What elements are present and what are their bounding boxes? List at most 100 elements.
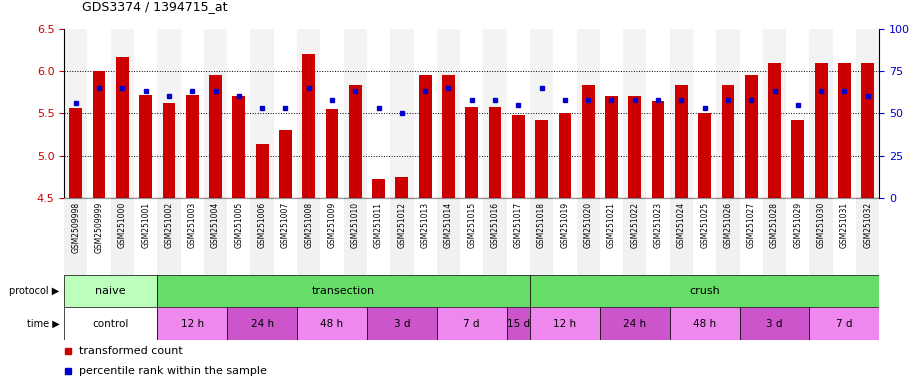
Text: GSM251017: GSM251017 xyxy=(514,202,523,248)
Bar xyxy=(769,63,781,198)
Bar xyxy=(507,29,530,198)
Bar xyxy=(70,108,82,198)
Bar xyxy=(297,198,321,275)
Bar xyxy=(204,198,227,275)
Bar xyxy=(763,198,786,275)
Text: GSM251021: GSM251021 xyxy=(607,202,616,248)
Bar xyxy=(111,198,134,275)
Bar xyxy=(297,307,367,340)
Text: GSM251001: GSM251001 xyxy=(141,202,150,248)
Bar xyxy=(274,29,297,198)
Bar xyxy=(180,29,204,198)
Bar xyxy=(647,198,670,275)
Bar xyxy=(186,95,199,198)
Bar xyxy=(111,29,134,198)
Bar xyxy=(530,29,553,198)
Text: GSM251016: GSM251016 xyxy=(491,202,499,248)
Text: GSM251011: GSM251011 xyxy=(374,202,383,248)
Text: GSM251012: GSM251012 xyxy=(398,202,407,248)
Bar xyxy=(158,307,227,340)
Bar xyxy=(116,57,129,198)
Text: 48 h: 48 h xyxy=(321,318,344,329)
Bar xyxy=(838,63,851,198)
Text: GSM251015: GSM251015 xyxy=(467,202,476,248)
Bar xyxy=(507,198,530,275)
Bar xyxy=(204,29,227,198)
Bar xyxy=(344,29,367,198)
Text: GSM251019: GSM251019 xyxy=(561,202,570,248)
Text: GSM251018: GSM251018 xyxy=(537,202,546,248)
Text: GSM251025: GSM251025 xyxy=(700,202,709,248)
Bar xyxy=(600,198,623,275)
Text: 24 h: 24 h xyxy=(623,318,647,329)
Text: GSM2509998: GSM2509998 xyxy=(71,202,81,253)
Bar xyxy=(180,198,204,275)
Bar xyxy=(856,29,879,198)
Bar xyxy=(321,29,344,198)
Bar xyxy=(274,198,297,275)
Bar xyxy=(233,96,245,198)
Bar xyxy=(722,85,735,198)
Bar xyxy=(87,198,111,275)
Bar xyxy=(390,198,413,275)
Bar xyxy=(698,113,711,198)
Bar xyxy=(810,29,833,198)
Text: 7 d: 7 d xyxy=(463,318,480,329)
Bar xyxy=(460,198,484,275)
Bar xyxy=(814,63,827,198)
Bar xyxy=(367,307,437,340)
Bar xyxy=(484,198,507,275)
Bar xyxy=(628,96,641,198)
Text: 24 h: 24 h xyxy=(251,318,274,329)
Text: percentile rank within the sample: percentile rank within the sample xyxy=(79,366,267,376)
Text: 15 d: 15 d xyxy=(507,318,529,329)
Text: GSM251004: GSM251004 xyxy=(211,202,220,248)
Text: GSM251003: GSM251003 xyxy=(188,202,197,248)
Text: transection: transection xyxy=(312,286,376,296)
Bar xyxy=(856,198,879,275)
Bar xyxy=(279,130,292,198)
Text: GSM251028: GSM251028 xyxy=(770,202,779,248)
Bar xyxy=(600,307,670,340)
Text: 48 h: 48 h xyxy=(693,318,716,329)
Bar xyxy=(535,120,548,198)
Bar xyxy=(810,307,879,340)
Bar xyxy=(158,198,180,275)
Bar xyxy=(442,75,455,198)
Bar xyxy=(465,108,478,198)
Bar xyxy=(325,109,338,198)
Text: GSM2509999: GSM2509999 xyxy=(94,202,104,253)
Bar xyxy=(647,29,670,198)
Bar xyxy=(559,113,572,198)
Bar xyxy=(87,29,111,198)
Bar xyxy=(739,29,763,198)
Bar xyxy=(396,177,409,198)
Bar xyxy=(344,198,367,275)
Bar xyxy=(349,85,362,198)
Bar xyxy=(250,29,274,198)
Bar xyxy=(302,54,315,198)
Bar xyxy=(739,307,810,340)
Text: GSM251000: GSM251000 xyxy=(118,202,126,248)
Bar xyxy=(488,108,501,198)
Text: control: control xyxy=(93,318,129,329)
Bar xyxy=(139,95,152,198)
Bar xyxy=(209,75,222,198)
Text: GSM251029: GSM251029 xyxy=(793,202,802,248)
Text: 7 d: 7 d xyxy=(836,318,853,329)
Bar xyxy=(64,29,87,198)
Bar xyxy=(227,29,250,198)
Text: GSM251027: GSM251027 xyxy=(747,202,756,248)
Bar xyxy=(321,198,344,275)
Bar xyxy=(530,198,553,275)
Bar xyxy=(530,307,600,340)
Bar xyxy=(390,29,413,198)
Bar xyxy=(227,198,250,275)
Bar xyxy=(512,115,525,198)
Bar xyxy=(786,198,810,275)
Text: transformed count: transformed count xyxy=(79,346,182,356)
Bar xyxy=(158,29,180,198)
Bar xyxy=(437,198,460,275)
Bar xyxy=(833,198,856,275)
Text: 3 d: 3 d xyxy=(394,318,410,329)
